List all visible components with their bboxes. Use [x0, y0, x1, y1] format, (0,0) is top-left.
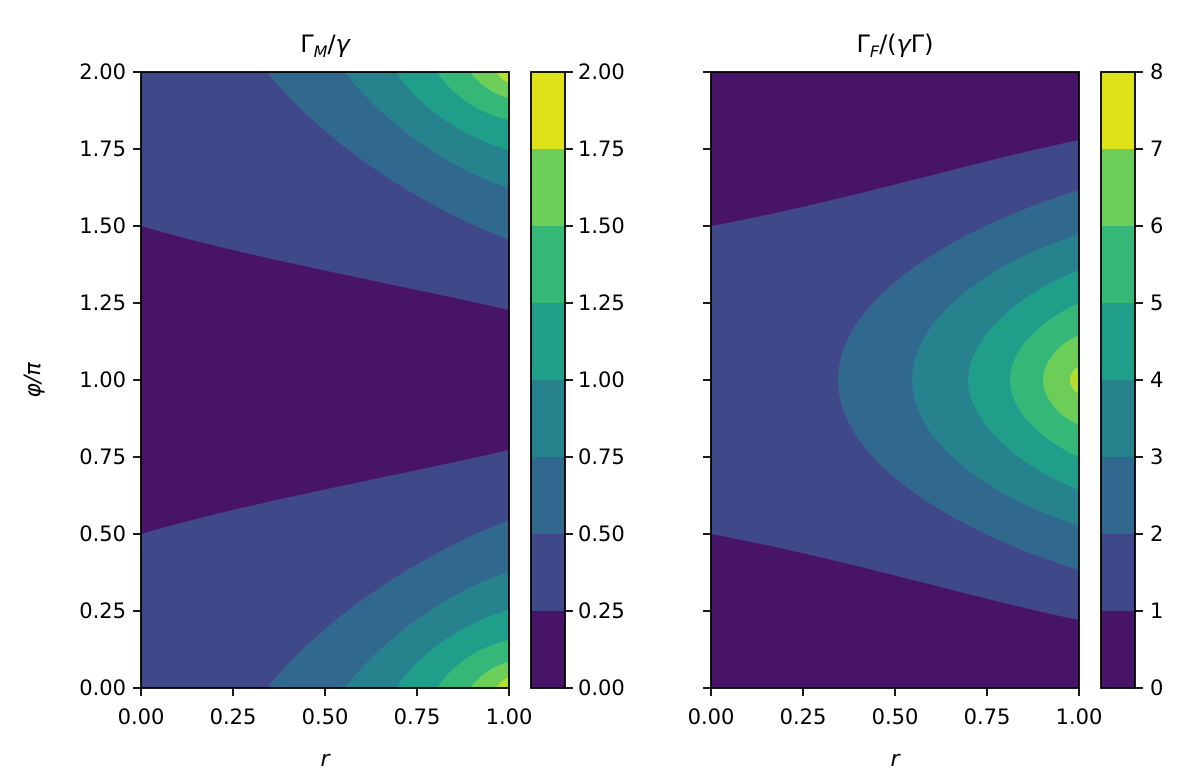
right-band-7 [1070, 366, 1079, 394]
right-cbar-label: 0 [1150, 676, 1163, 700]
left-xtick-label: 0.00 [118, 705, 165, 729]
left-cbar-label: 0.25 [578, 599, 625, 623]
left-ytick-label: 0.50 [79, 522, 126, 546]
left-top-band-7 [496, 72, 509, 83]
left-ytick-label: 1.00 [79, 368, 126, 392]
left-ytick-label: 0.75 [79, 445, 126, 469]
right-band-6 [1043, 335, 1079, 425]
left-title: ΓM/γ [300, 30, 351, 61]
left-ytick-label: 1.50 [79, 214, 126, 238]
left-cbar-label: 1.50 [578, 214, 625, 238]
right-x-ticks: 0.00 0.25 0.50 0.75 1.00 [688, 688, 1103, 729]
left-bottom-band-7 [496, 677, 509, 688]
left-cbar-label: 0.00 [578, 676, 625, 700]
right-cbar-label: 7 [1150, 137, 1163, 161]
left-cbar-label: 1.75 [578, 137, 625, 161]
right-cbar-label: 4 [1150, 368, 1163, 392]
left-colorbar: 0.00 0.25 0.50 0.75 1.00 1.25 1.50 1.75 … [530, 60, 625, 700]
right-panel: ΓF/(γΓ) 0.00 0.25 0.50 0.75 [688, 30, 1103, 772]
left-top-band-6 [470, 72, 509, 98]
left-cbar-label: 1.25 [578, 291, 625, 315]
right-x-axis-label: r [890, 747, 901, 772]
left-ytick-label: 0.00 [79, 676, 126, 700]
left-cbar-label: 2.00 [578, 60, 625, 84]
right-xtick-label: 0.25 [780, 705, 827, 729]
left-cbar-label: 1.00 [578, 368, 625, 392]
right-y-ticks [703, 71, 711, 689]
right-cbar-label: 3 [1150, 445, 1163, 469]
left-bottom-band-6 [470, 662, 509, 688]
right-xtick-label: 0.75 [964, 705, 1011, 729]
right-xtick-label: 1.00 [1056, 705, 1103, 729]
left-xtick-label: 1.00 [486, 705, 533, 729]
right-cbar-label: 8 [1150, 60, 1163, 84]
right-xtick-label: 0.50 [872, 705, 919, 729]
left-ytick-label: 1.25 [79, 291, 126, 315]
right-cbar-label: 2 [1150, 522, 1163, 546]
right-colorbar: 0 1 2 3 4 5 6 7 8 [1100, 60, 1163, 700]
left-contour-fill [141, 72, 509, 688]
left-y-ticks: 0.00 0.25 0.50 0.75 1.00 1.25 1.50 1.75 … [79, 60, 141, 700]
right-contour-fill [711, 72, 1079, 688]
left-xtick-label: 0.50 [302, 705, 349, 729]
right-cbar-label: 5 [1150, 291, 1163, 315]
left-cbar-label: 0.50 [578, 522, 625, 546]
left-xtick-label: 0.75 [394, 705, 441, 729]
left-xtick-label: 0.25 [210, 705, 257, 729]
left-x-axis-label: r [320, 747, 331, 772]
left-panel: ΓM/γ 0.00 0.25 0.50 0.75 1.00 [21, 30, 532, 772]
right-cbar-label: 1 [1150, 599, 1163, 623]
right-xtick-label: 0.00 [688, 705, 735, 729]
left-x-ticks: 0.00 0.25 0.50 0.75 1.00 [118, 688, 533, 729]
right-cbar-label: 6 [1150, 214, 1163, 238]
left-ytick-label: 2.00 [79, 60, 126, 84]
left-ytick-label: 0.25 [79, 599, 126, 623]
left-cbar-label: 0.75 [578, 445, 625, 469]
left-y-axis-label: φ/π [21, 362, 46, 398]
left-ytick-label: 1.75 [79, 137, 126, 161]
right-title: ΓF/(γΓ) [857, 30, 934, 61]
